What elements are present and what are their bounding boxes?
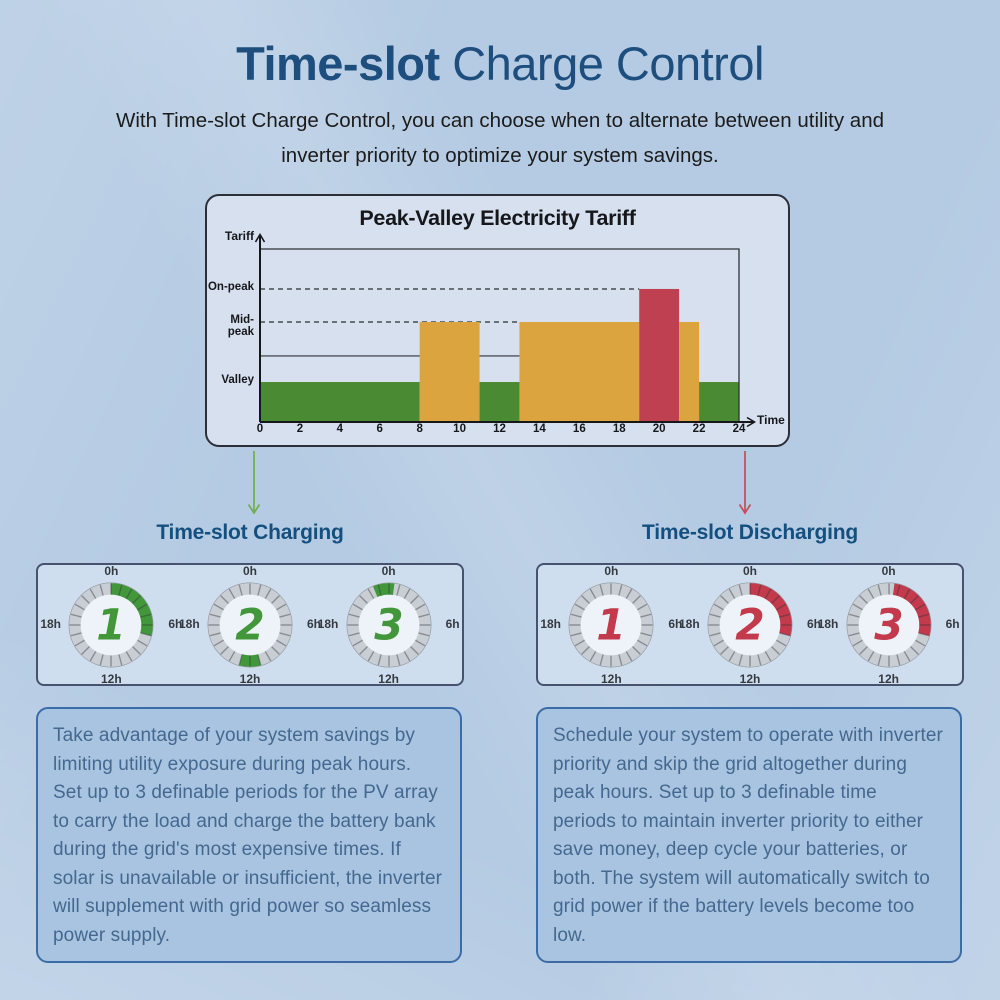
clock-number: 1 (97, 600, 126, 649)
charging-clock-3: 3 0h 6h 12h 18h (318, 563, 460, 686)
time-slot-arc (892, 583, 931, 636)
y-level-label: Valley (221, 374, 254, 387)
charging-flow-arrow (246, 450, 262, 522)
clock-label-right: 6h (445, 616, 460, 631)
charging-clock-1: 1 0h 6h 12h 18h (40, 563, 182, 686)
discharging-clock-1: 1 0h 6h 12h 18h (540, 563, 682, 686)
x-axis-arrowhead (746, 416, 757, 428)
down-arrow-icon (247, 451, 261, 515)
x-tick-label: 14 (533, 423, 546, 435)
x-tick-label: 10 (453, 423, 466, 435)
tariff-bar-mid-peak (419, 322, 480, 422)
x-tick-label: 0 (256, 423, 264, 435)
clock-label-bottom: 12h (239, 671, 261, 686)
x-tick-label: 16 (572, 423, 586, 435)
clock-label-left: 18h (540, 616, 562, 631)
clock-number: 1 (597, 600, 626, 649)
clock-label-top: 0h (381, 563, 396, 578)
charging-clock-2: 2 0h 6h 12h 18h (179, 563, 321, 686)
down-arrow-icon (738, 451, 752, 515)
clock-label-top: 0h (604, 563, 619, 578)
clock-dial: 2 (207, 582, 293, 667)
x-tick-label: 24 (732, 423, 746, 435)
plot-frame (260, 248, 740, 422)
y-level-label: Mid-peak (227, 314, 254, 338)
clock-dial: 1 (568, 582, 654, 667)
clock-label-right: 6h (806, 616, 821, 631)
clock-label-left: 18h (178, 616, 200, 631)
tariff-bar-on-peak (639, 288, 680, 422)
discharging-clock-2: 2 0h 6h 12h 18h (679, 563, 821, 686)
clock-label-bottom: 12h (878, 671, 899, 686)
clock-label-left: 18h (678, 616, 700, 631)
clock-label-right: 6h (668, 616, 683, 631)
y-axis-arrowhead (254, 232, 266, 243)
discharging-flow-arrow (737, 450, 753, 522)
clock-number: 2 (735, 600, 764, 649)
page-subtitle-line2: inverter priority to optimize your syste… (281, 144, 719, 167)
x-tick-label: 6 (376, 423, 383, 435)
tariff-bar-valley (260, 382, 420, 422)
page-title-rest: Charge Control (439, 37, 764, 90)
tariff-bar-valley (479, 382, 520, 422)
charging-heading: Time-slot Charging (156, 521, 344, 544)
clock-dial: 1 (68, 582, 154, 667)
time-slot-arc (749, 582, 792, 636)
x-tick-label: 8 (416, 423, 423, 435)
clock-label-top: 0h (242, 563, 257, 578)
chart-title: Peak-Valley Electricity Tariff (359, 206, 636, 230)
tariff-chart (254, 232, 757, 428)
clock-dial: 3 (846, 582, 932, 667)
clock-number: 3 (874, 600, 903, 649)
tariff-bar-mid-peak (679, 322, 700, 422)
charging-clock-panel: 1 0h 6h 12h 18h 2 0h 6h 12h 18h 3 0h 6h 12h 18h (36, 563, 464, 686)
clock-label-left: 18h (817, 616, 839, 631)
x-tick-label: 18 (612, 423, 626, 435)
clock-label-right: 6h (945, 616, 960, 631)
clock-label-right: 6h (306, 616, 321, 631)
clock-number: 3 (374, 600, 403, 649)
x-tick-label: 22 (692, 423, 706, 435)
discharging-description: Schedule your system to operate with inv… (536, 707, 962, 963)
charging-description: Take advantage of your system savings by… (36, 707, 462, 963)
clock-label-bottom: 12h (100, 671, 122, 686)
clock-label-right: 6h (168, 616, 183, 631)
x-tick-label: 20 (652, 423, 666, 435)
clock-number: 2 (235, 600, 264, 649)
clock-label-left: 18h (317, 616, 339, 631)
clock-dial: 3 (346, 582, 432, 667)
page-title: Time-slot Charge Control (0, 36, 1000, 92)
x-tick-label: 4 (336, 423, 344, 435)
clock-label-bottom: 12h (739, 671, 761, 686)
tariff-bar-valley (699, 382, 739, 422)
clock-label-bottom: 12h (378, 671, 399, 686)
tariff-bar-mid-peak (519, 322, 640, 422)
time-slot-arc (111, 582, 154, 636)
page-subtitle: With Time-slot Charge Control, you can c… (0, 103, 1000, 173)
page-title-emphasis: Time-slot (236, 37, 440, 90)
page-subtitle-line1: With Time-slot Charge Control, you can c… (115, 109, 885, 132)
y-level-label: On-peak (207, 280, 254, 293)
tariff-chart-card: Peak-Valley Electricity Tariff Tariff Ti… (205, 194, 790, 447)
discharging-heading: Time-slot Discharging (642, 521, 858, 544)
time-slot-arc (372, 582, 395, 597)
chart-y-axis-label: Tariff (224, 229, 254, 243)
clock-label-left: 18h (40, 616, 62, 631)
clock-label-top: 0h (881, 563, 896, 578)
clock-label-top: 0h (104, 563, 119, 578)
x-tick-label: 2 (296, 423, 304, 435)
clock-label-bottom: 12h (600, 671, 622, 686)
discharging-clock-3: 3 0h 6h 12h 18h (818, 563, 960, 686)
clock-label-top: 0h (742, 563, 757, 578)
discharging-clock-panel: 1 0h 6h 12h 18h 2 0h 6h 12h 18h 3 0h 6h 12h 18h (536, 563, 964, 686)
time-slot-arc (239, 653, 261, 667)
clock-dial: 2 (707, 582, 793, 667)
x-tick-label: 12 (493, 423, 506, 435)
chart-x-axis-label: Time (757, 413, 785, 427)
